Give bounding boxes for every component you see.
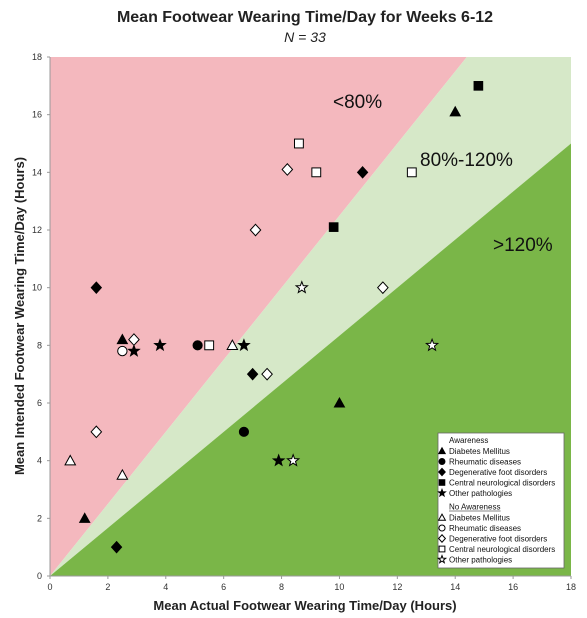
- legend-entry-label: Degenerative foot disorders: [449, 468, 547, 477]
- x-axis: 0 2 4 6 8 10 12 14 16 18: [47, 575, 576, 592]
- data-point-aware-other-pathologies: [271, 453, 286, 467]
- legend-entry-label: Degenerative foot disorders: [449, 535, 547, 544]
- data-point-aware-degenerative-foot-disorders: [90, 281, 103, 294]
- legend-entry-label: Rheumatic diseases: [449, 524, 521, 533]
- data-point-unaware-degenerative-foot-disorders: [281, 162, 294, 176]
- y-tick-label: 8: [37, 340, 42, 350]
- data-point-aware-rheumatic-diseases: [238, 426, 250, 437]
- y-axis: 0 2 4 6 8 10 12 14 16 18: [32, 52, 51, 581]
- data-point-aware-central-neurological-disorders: [328, 222, 339, 232]
- legend-marker-central-neurological-disorders: [438, 545, 446, 553]
- data-point-aware-degenerative-foot-disorders: [110, 540, 123, 554]
- legend-entry-label: Rheumatic diseases: [449, 458, 521, 467]
- data-point-unaware-degenerative-foot-disorders: [249, 223, 262, 237]
- data-point-aware-degenerative-foot-disorders: [246, 367, 259, 381]
- data-point-aware-diabetes-mellitus: [116, 333, 129, 345]
- x-tick-label: 4: [163, 582, 168, 592]
- legend-entry-label: Central neurological disorders: [449, 479, 555, 488]
- data-point-unaware-degenerative-foot-disorders: [90, 425, 103, 439]
- legend-entry-label: Diabetes Mellitus: [449, 514, 510, 523]
- data-point-aware-rheumatic-diseases: [192, 340, 203, 351]
- legend-entry-label: Other pathologies: [449, 489, 512, 498]
- y-tick-label: 6: [37, 398, 42, 408]
- data-point-unaware-diabetes-mellitus: [116, 468, 129, 480]
- region-label-80-120: 80%-120%: [420, 150, 513, 171]
- data-point-aware-diabetes-mellitus: [333, 396, 346, 408]
- legend-marker-rheumatic-diseases: [438, 458, 446, 465]
- legend-entry-label: Other pathologies: [449, 556, 512, 565]
- data-point-unaware-other-pathologies: [294, 280, 309, 294]
- data-point-unaware-degenerative-foot-disorders: [128, 333, 140, 347]
- data-point-aware-degenerative-foot-disorders: [356, 166, 369, 179]
- y-tick-label: 16: [32, 110, 42, 120]
- data-point-aware-other-pathologies: [153, 338, 167, 352]
- y-axis-label: Mean Intended Footwear Wearing Time/Day …: [12, 157, 27, 475]
- data-point-unaware-other-pathologies: [286, 453, 301, 467]
- data-point-unaware-central-neurological-disorders: [311, 167, 322, 178]
- data-point-unaware-degenerative-foot-disorders: [261, 367, 273, 381]
- legend-marker-degenerative-foot-disorders: [437, 534, 447, 543]
- x-tick-label: 6: [221, 582, 226, 592]
- legend-marker-other-pathologies: [437, 487, 447, 498]
- y-tick-label: 12: [32, 225, 42, 235]
- region-80-120: [50, 57, 571, 576]
- legend-box: [437, 432, 565, 569]
- chart-title: Mean Footwear Wearing Time/Day for Weeks…: [117, 9, 493, 26]
- data-point-unaware-degenerative-foot-disorders: [376, 281, 389, 295]
- data-point-unaware-diabetes-mellitus: [226, 339, 239, 350]
- x-tick-label: 14: [450, 582, 460, 592]
- x-tick-label: 0: [47, 582, 52, 592]
- y-tick-label: 2: [37, 513, 42, 523]
- legend-marker-other-pathologies: [436, 554, 448, 564]
- data-markers: [64, 81, 484, 554]
- data-point-aware-diabetes-mellitus: [78, 512, 91, 523]
- x-tick-label: 18: [566, 582, 576, 592]
- legend-entry-label: Central neurological disorders: [449, 545, 555, 554]
- y-tick-label: 0: [37, 571, 42, 581]
- data-point-unaware-central-neurological-disorders: [204, 340, 215, 351]
- y-tick-label: 14: [32, 167, 42, 177]
- legend-marker-central-neurological-disorders: [438, 479, 446, 486]
- data-point-unaware-diabetes-mellitus: [64, 454, 77, 466]
- x-axis-label: Mean Actual Footwear Wearing Time/Day (H…: [153, 598, 456, 613]
- y-tick-label: 10: [32, 283, 42, 293]
- legend-group-header: No Awareness: [449, 503, 500, 512]
- data-point-unaware-central-neurological-disorders: [294, 138, 304, 149]
- data-point-unaware-other-pathologies: [425, 337, 440, 352]
- x-tick-label: 2: [105, 582, 110, 592]
- legend-marker-rheumatic-diseases: [438, 524, 446, 532]
- legend-marker-degenerative-foot-disorders: [438, 467, 446, 477]
- region-label-over-120: >120%: [493, 235, 553, 256]
- y-tick-label: 18: [32, 52, 42, 62]
- data-point-aware-central-neurological-disorders: [473, 81, 484, 91]
- data-point-unaware-central-neurological-disorders: [406, 167, 417, 178]
- legend-group-header: Awareness: [449, 436, 488, 445]
- chart-subtitle: N = 33: [284, 29, 326, 45]
- x-tick-label: 12: [392, 582, 402, 592]
- x-tick-label: 10: [334, 582, 344, 592]
- x-tick-label: 8: [279, 582, 284, 592]
- region-label-under-80: <80%: [333, 92, 382, 113]
- legend-marker-diabetes-mellitus: [437, 446, 447, 455]
- legend-marker-diabetes-mellitus: [437, 513, 447, 521]
- data-point-aware-other-pathologies: [127, 343, 141, 357]
- data-point-aware-diabetes-mellitus: [449, 105, 462, 117]
- legend-entry-label: Diabetes Mellitus: [449, 447, 510, 456]
- x-tick-label: 16: [508, 582, 518, 592]
- data-point-unaware-rheumatic-diseases: [117, 345, 128, 357]
- data-point-aware-other-pathologies: [237, 338, 251, 352]
- y-tick-label: 4: [37, 456, 42, 466]
